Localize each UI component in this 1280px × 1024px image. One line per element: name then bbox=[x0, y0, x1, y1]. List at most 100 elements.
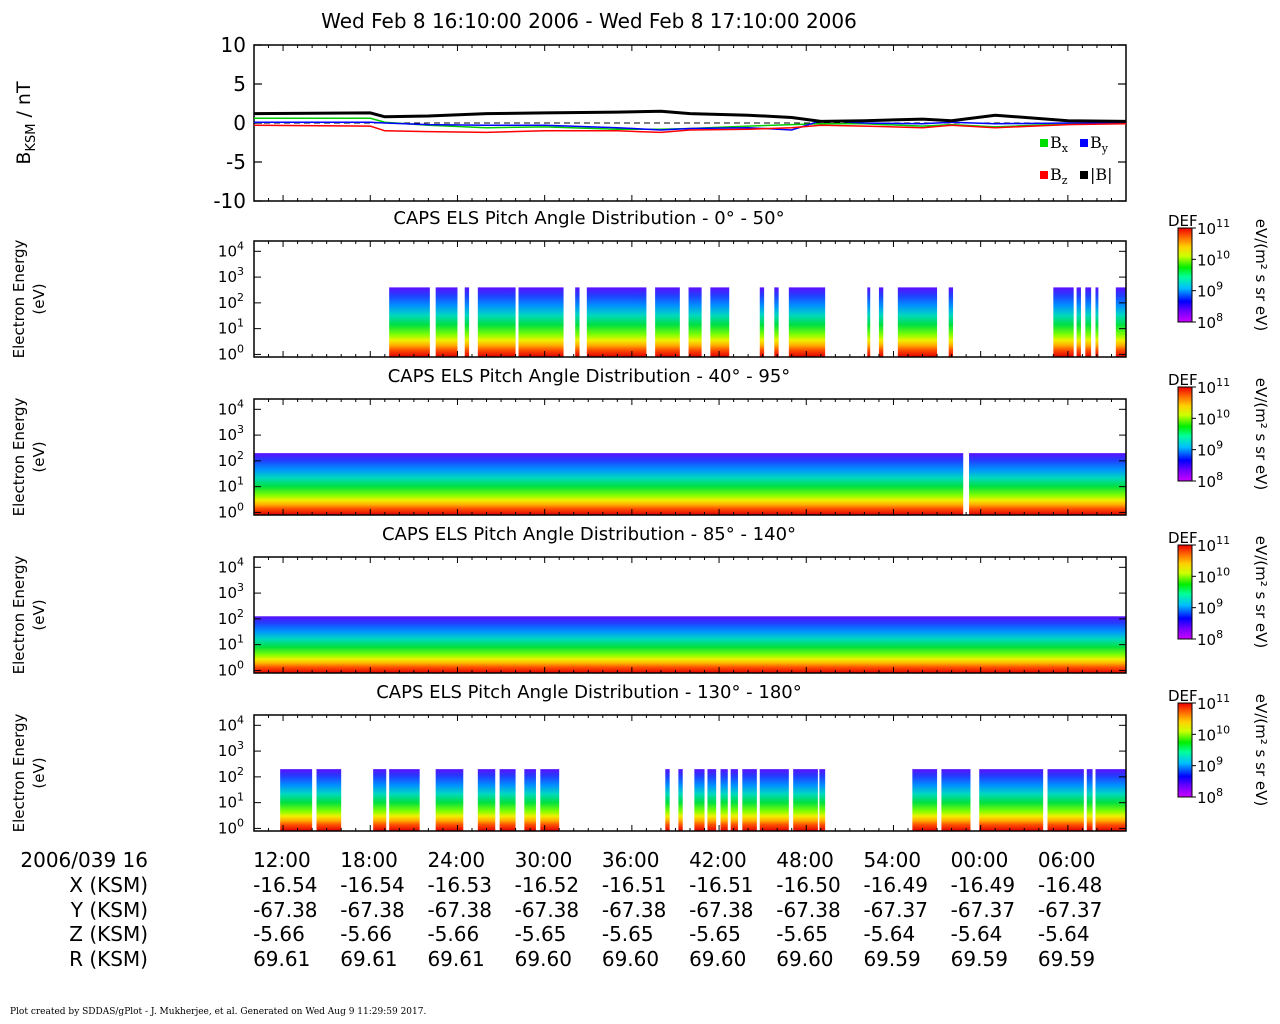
colorbar-tick-label: 1010 bbox=[1197, 248, 1230, 269]
energy-tick-exponent: 4 bbox=[237, 713, 244, 726]
energy-tick-label: 103 bbox=[218, 423, 244, 444]
colorbar-tick-exponent: 10 bbox=[1216, 723, 1230, 736]
energy-tick-exponent: 3 bbox=[237, 423, 244, 436]
legend-swatch-bz bbox=[1040, 171, 1048, 179]
energy-tick-exponent: 4 bbox=[237, 555, 244, 568]
mag-y-label: BKSM / nT bbox=[13, 81, 39, 165]
mag-series-bz bbox=[253, 123, 1127, 134]
ephemeris-value: 69.60 bbox=[515, 947, 572, 971]
spectrogram-data-block bbox=[477, 287, 516, 357]
colorbar-tick-label: 1010 bbox=[1197, 565, 1230, 586]
mag-series-lines bbox=[253, 109, 1127, 134]
ephemeris-value: 69.61 bbox=[253, 947, 310, 971]
colorbar bbox=[1177, 544, 1193, 640]
spectrogram-data-block bbox=[788, 287, 826, 357]
ephemeris-value: -16.51 bbox=[689, 873, 753, 897]
ephemeris-value: -5.64 bbox=[951, 922, 1003, 946]
mag-x-ticks bbox=[253, 45, 1127, 201]
legend-label-btotal: |B| bbox=[1090, 165, 1113, 184]
spectrogram-data-block bbox=[819, 769, 826, 831]
energy-tick-exponent: 4 bbox=[237, 239, 244, 252]
axis-row-label-r: R (KSM) bbox=[69, 947, 148, 971]
spectrogram-data-block bbox=[793, 769, 818, 831]
colorbar-tick-label: 108 bbox=[1197, 786, 1223, 807]
time-tick-label: 54:00 bbox=[863, 848, 921, 872]
time-tick-label: 42:00 bbox=[689, 848, 747, 872]
spectrogram-data-block bbox=[710, 287, 730, 357]
energy-tick-label: 104 bbox=[218, 239, 244, 260]
spectrogram-data-block bbox=[759, 287, 765, 357]
axis-row-label-x: X (KSM) bbox=[69, 873, 148, 897]
energy-tick-exponent: 2 bbox=[237, 607, 244, 620]
colorbar-tick-label: 108 bbox=[1197, 628, 1223, 649]
colorbar-unit-label: eV/(m² s sr eV) bbox=[1252, 694, 1270, 806]
ephemeris-value: -5.64 bbox=[863, 922, 915, 946]
energy-tick-label: 101 bbox=[218, 633, 244, 654]
colorbar-tick-label: 109 bbox=[1197, 755, 1223, 776]
energy-axis-unit: (eV) bbox=[30, 283, 48, 314]
colorbar-unit-label: eV/(m² s sr eV) bbox=[1252, 536, 1270, 648]
ephemeris-value: 69.59 bbox=[863, 947, 920, 971]
spectrogram-data-block bbox=[373, 769, 387, 831]
ephemeris-value: 69.59 bbox=[1038, 947, 1095, 971]
spectrogram-data-block bbox=[586, 287, 647, 357]
ephemeris-value: -67.37 bbox=[1038, 898, 1102, 922]
spectrogram-data-block bbox=[540, 769, 560, 831]
mag-legend: Bx By Bz |B| bbox=[1040, 133, 1113, 187]
spectrogram-data-block bbox=[524, 769, 536, 831]
ephemeris-value: -16.54 bbox=[340, 873, 404, 897]
spectrogram-data-block bbox=[707, 769, 717, 831]
spectrogram-data-block bbox=[897, 287, 938, 357]
energy-tick-label: 102 bbox=[218, 291, 244, 312]
ephemeris-value: -16.48 bbox=[1038, 873, 1102, 897]
ephemeris-value: -16.52 bbox=[515, 873, 579, 897]
spectrogram-data-block bbox=[1095, 287, 1099, 357]
ephemeris-value: -67.38 bbox=[689, 898, 753, 922]
spectrogram-data-block bbox=[254, 616, 1126, 673]
energy-tick-label: 100 bbox=[218, 342, 244, 363]
mag-y-label-unit: / nT bbox=[13, 81, 35, 124]
legend-swatch-btotal bbox=[1080, 171, 1088, 179]
legend-label-bz: Bz bbox=[1050, 165, 1068, 187]
magnetic-field-panel: 10 5 0 -5 -10 BKSM / nT Bx By Bz |B| bbox=[13, 33, 1127, 213]
spectrogram-data-block bbox=[979, 769, 1044, 831]
spectrogram-data-block bbox=[389, 769, 420, 831]
ephemeris-value: -67.38 bbox=[602, 898, 666, 922]
mag-y-tick-label: 10 bbox=[221, 33, 246, 57]
ephemeris-value: -5.65 bbox=[776, 922, 828, 946]
energy-axis-label: Electron Energy bbox=[10, 555, 28, 674]
colorbar-tick-exponent: 8 bbox=[1216, 786, 1223, 799]
ephemeris-value: -16.53 bbox=[427, 873, 491, 897]
spectrogram-data-block bbox=[1095, 769, 1126, 831]
ephemeris-value: -67.37 bbox=[951, 898, 1015, 922]
energy-tick-label: 100 bbox=[218, 500, 244, 521]
ephemeris-value: -67.38 bbox=[427, 898, 491, 922]
colorbar bbox=[1177, 227, 1193, 323]
energy-tick-exponent: 3 bbox=[237, 265, 244, 278]
colorbar-tick-exponent: 9 bbox=[1216, 439, 1223, 452]
mag-series-b bbox=[253, 109, 1127, 123]
colorbar-tick-label: 109 bbox=[1197, 280, 1223, 301]
spectrogram-data-block bbox=[316, 769, 342, 831]
spectrogram-data-block bbox=[688, 287, 702, 357]
mag-y-label-main: B bbox=[13, 152, 35, 165]
time-tick-label: 06:00 bbox=[1038, 848, 1096, 872]
energy-tick-exponent: 0 bbox=[237, 500, 244, 513]
mag-y-tick-label: 5 bbox=[233, 72, 246, 96]
ephemeris-value: -67.38 bbox=[253, 898, 317, 922]
colorbar-tick-label: 1010 bbox=[1197, 723, 1230, 744]
legend-label-bx: Bx bbox=[1050, 133, 1069, 155]
legend-label-by: By bbox=[1090, 133, 1109, 155]
chart-title: Wed Feb 8 16:10:00 2006 - Wed Feb 8 17:1… bbox=[321, 9, 857, 33]
colorbar-label: DEF bbox=[1168, 371, 1198, 389]
spectrogram-data-block bbox=[655, 287, 680, 357]
ephemeris-value: -5.66 bbox=[340, 922, 392, 946]
energy-tick-label: 103 bbox=[218, 739, 244, 760]
mag-y-tick-label: -5 bbox=[226, 150, 246, 174]
ephemeris-value: -5.65 bbox=[689, 922, 741, 946]
energy-tick-label: 102 bbox=[218, 765, 244, 786]
colorbar-tick-exponent: 9 bbox=[1216, 755, 1223, 768]
ephemeris-value: 69.61 bbox=[340, 947, 397, 971]
energy-axis-label: Electron Energy bbox=[10, 239, 28, 358]
